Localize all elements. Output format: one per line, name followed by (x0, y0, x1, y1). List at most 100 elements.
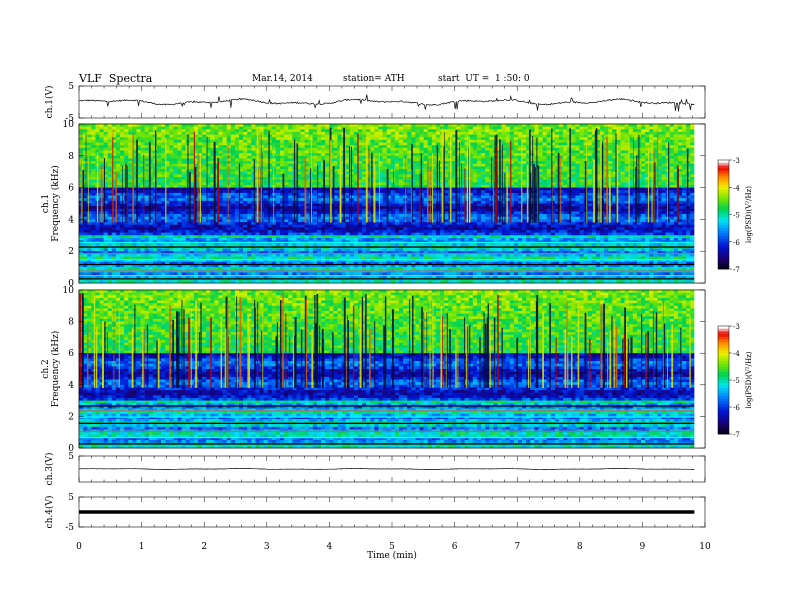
spectrogram-cell (136, 190, 141, 194)
spectrogram-cell (476, 142, 482, 146)
spectrogram-cell (148, 158, 154, 162)
spectrogram-cell (394, 198, 400, 202)
spectrogram-cell (616, 187, 621, 191)
spectrogram-cell (653, 153, 658, 157)
spectrogram-cell (435, 145, 441, 149)
spectrogram-cell (542, 182, 547, 186)
spectrogram-cell (144, 131, 150, 135)
spectrogram-cell (558, 155, 564, 159)
spectrogram-cell (435, 200, 441, 204)
spectrogram-cell (251, 192, 256, 196)
spectrogram-cell (690, 142, 695, 146)
spectrogram-cell (189, 126, 195, 130)
spectrogram-cell (325, 124, 330, 127)
spectrogram-cell (87, 153, 92, 157)
spectrogram-cell (509, 150, 515, 154)
spectrogram-cell (546, 200, 552, 204)
spectrogram-cell (669, 131, 675, 135)
spectrogram-cell (550, 139, 556, 143)
spectrogram-cell (218, 145, 223, 149)
spectrogram-cell (628, 134, 634, 138)
spectrogram-cell (156, 190, 162, 194)
spectrogram-cell (357, 179, 363, 183)
spectrogram-cell (444, 131, 449, 135)
spectrogram-cell (300, 153, 305, 157)
spectrogram-cell (390, 190, 396, 194)
spectrogram-cell (280, 161, 285, 165)
spectrogram-cell (243, 155, 248, 159)
spectrogram-cell (563, 177, 568, 180)
spectrogram-cell (206, 124, 211, 127)
spectrogram-cell (538, 192, 543, 196)
spectrogram-cell (407, 182, 412, 186)
spectrogram-cell (280, 179, 285, 183)
spectrogram-cell (165, 147, 170, 151)
spectrogram-cell (132, 126, 137, 130)
spectrogram-cell (140, 158, 145, 162)
spectrogram-cell (115, 166, 121, 170)
spectrogram-cell (452, 129, 457, 133)
spectrogram-cell (616, 126, 621, 130)
spectrogram-cell (271, 139, 277, 143)
spectrogram-cell (136, 153, 141, 157)
spectrogram-cell (595, 190, 601, 194)
spectrogram-cell (140, 142, 145, 146)
spectrogram-cell (419, 129, 424, 133)
spectrogram-cell (144, 126, 150, 130)
spectrogram-cell (226, 163, 232, 167)
spectrogram-cell (575, 169, 580, 172)
spectrogram-cell (128, 155, 133, 159)
spectrogram-cell (296, 190, 301, 194)
spectrogram-cell (481, 184, 486, 188)
spectrogram-cell (452, 182, 457, 186)
spectrogram-cell (673, 134, 679, 138)
spectrogram-cell (193, 126, 199, 130)
spectrogram-cell (407, 142, 412, 146)
spectrogram-cell (362, 147, 367, 151)
spectrogram-cell (140, 166, 145, 170)
spectrogram-cell (435, 195, 441, 199)
spectrogram-cell (275, 171, 281, 175)
spectrogram-cell (267, 200, 273, 204)
spectrogram-cell (563, 182, 568, 186)
spectrogram-cell (398, 150, 404, 154)
spectrogram-cell (645, 182, 650, 186)
spectrogram-image (79, 124, 695, 284)
spectrogram-cell (247, 169, 252, 172)
spectrogram-cell (312, 137, 318, 141)
spectrogram-cell (390, 150, 396, 154)
spectrogram-cell (677, 153, 683, 157)
spectrogram-cell (575, 129, 580, 133)
spectrogram-cell (444, 134, 449, 138)
spectrogram-cell (481, 192, 486, 196)
spectrogram-cell (230, 171, 236, 175)
spectrogram-cell (349, 129, 355, 133)
spectrogram-cell (238, 139, 244, 143)
spectrogram-cell (177, 124, 182, 127)
spectrogram-cell (538, 139, 543, 143)
spectrogram-cell (546, 177, 552, 180)
spectrogram-cell (103, 153, 109, 157)
spectrogram-cell (472, 171, 478, 175)
spectrogram-cell (345, 124, 351, 127)
spectrogram-cell (288, 184, 293, 188)
spectrogram-cell (460, 131, 465, 135)
spectrogram-cell (165, 166, 170, 170)
spectrogram-cell (189, 184, 195, 188)
spectrogram-cell (501, 198, 506, 202)
spectrogram-cell (238, 137, 244, 141)
spectrogram-cell (206, 131, 211, 135)
spectrogram-cell (202, 163, 207, 167)
spectrogram-cell (292, 131, 297, 135)
spectrogram-cell (390, 192, 396, 196)
spectrogram-cell (394, 153, 400, 157)
spectrogram-cell (136, 195, 141, 199)
spectrogram-cell (243, 145, 248, 149)
spectrogram-cell (353, 131, 359, 135)
spectrogram-cell (218, 137, 223, 141)
spectrogram-cell (468, 187, 474, 191)
spectrogram-cell (91, 150, 96, 154)
spectrogram-cell (415, 192, 420, 196)
spectrogram-cell (632, 190, 638, 194)
spectrogram-cell (99, 158, 104, 162)
